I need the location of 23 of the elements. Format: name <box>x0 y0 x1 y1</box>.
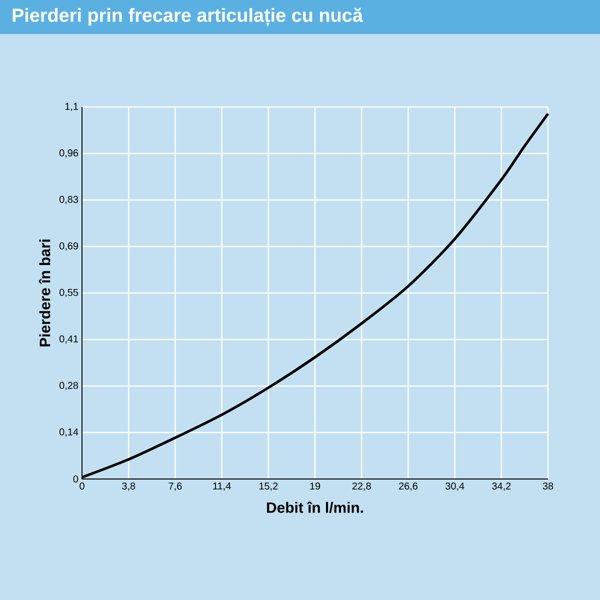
x-tick-label: 19 <box>310 482 320 490</box>
y-tick-label: 0,96 <box>59 149 78 158</box>
y-tick-label: 0,83 <box>59 196 78 204</box>
x-tick-label: 26,6 <box>399 482 418 491</box>
x-tick-label: 30,4 <box>445 482 464 491</box>
x-tick-label: 3,8 <box>122 482 136 491</box>
x-tick-label: 7,6 <box>168 482 182 491</box>
x-tick-label: 0 <box>80 482 84 490</box>
x-axis-title: Debit în l/min. <box>267 502 363 514</box>
x-tick-label: 34,2 <box>492 482 511 491</box>
y-tick-label: 0,41 <box>59 335 78 344</box>
y-tick-label: 0,69 <box>59 242 78 251</box>
x-tick-label: 11,4 <box>213 482 231 491</box>
chart-title: Pierderi prin frecare articulație cu nucă <box>12 8 363 26</box>
x-tick-label: 38 <box>542 482 554 490</box>
x-tick-label: 15,2 <box>259 482 278 491</box>
y-tick-label: 0 <box>73 475 78 483</box>
y-tick-label: 1,1 <box>65 102 78 112</box>
y-axis-title: Pierdere în bari <box>38 240 50 346</box>
y-tick-label: 0,28 <box>59 382 78 390</box>
x-tick-label: 22,8 <box>352 482 371 491</box>
y-tick-label: 0,55 <box>59 288 78 298</box>
y-tick-label: 0,14 <box>59 428 78 437</box>
